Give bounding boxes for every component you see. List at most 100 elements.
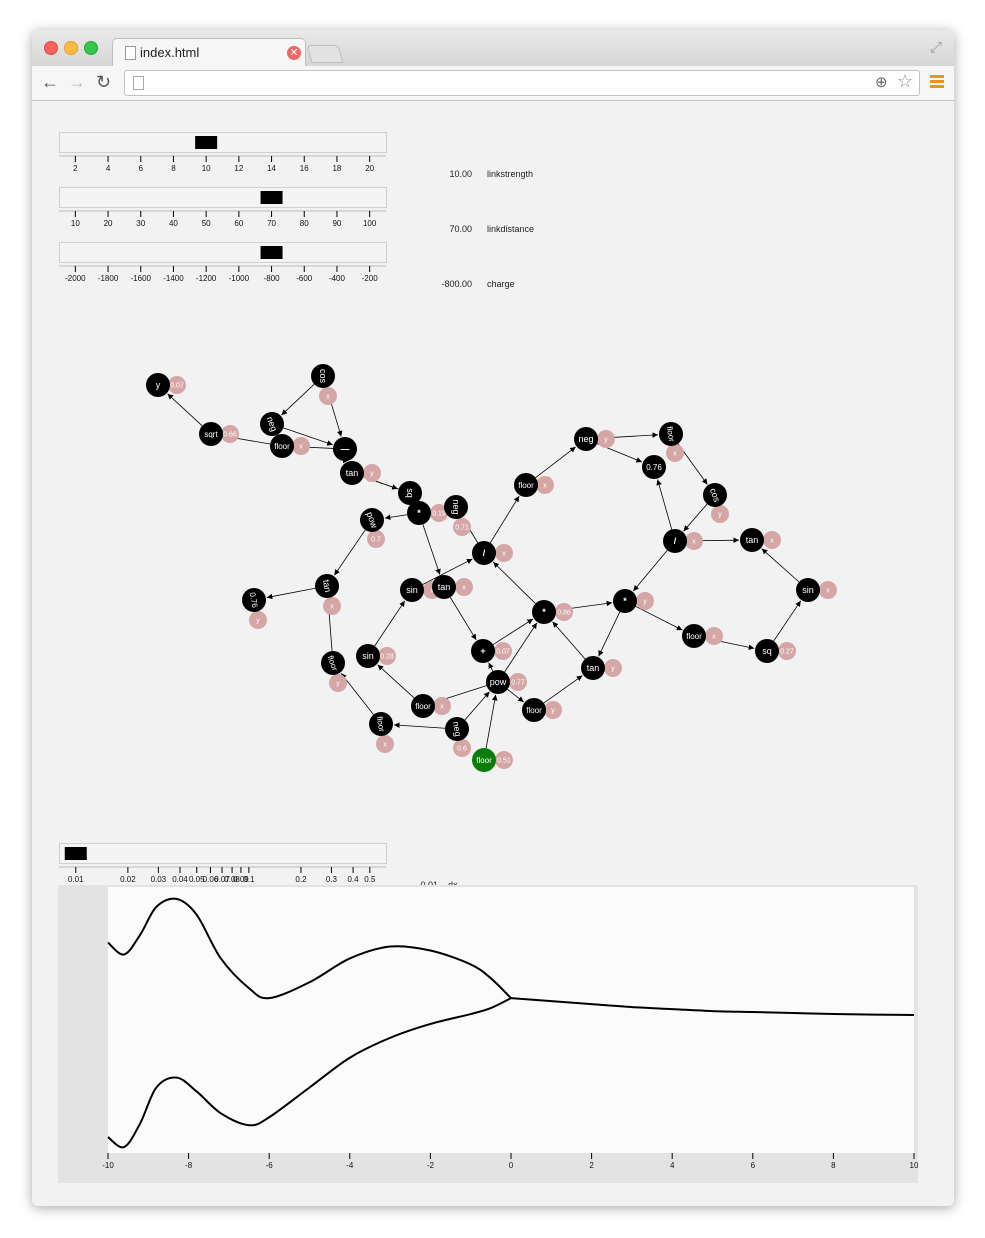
linkstrength-slider-track[interactable] bbox=[59, 132, 387, 153]
leaf-node-circle[interactable] bbox=[430, 504, 448, 522]
operator-node[interactable]: * bbox=[407, 501, 431, 525]
operator-node[interactable]: tan bbox=[315, 574, 339, 598]
leaf-node[interactable]: x bbox=[536, 476, 554, 494]
leaf-node-circle[interactable] bbox=[555, 603, 573, 621]
operator-node[interactable]: sqrt bbox=[199, 422, 223, 446]
operator-node-circle[interactable] bbox=[369, 712, 393, 736]
leaf-node-circle[interactable] bbox=[494, 642, 512, 660]
operator-node-circle[interactable] bbox=[522, 698, 546, 722]
operator-node-circle[interactable] bbox=[486, 670, 510, 694]
operator-node-circle[interactable] bbox=[260, 412, 284, 436]
operator-node[interactable]: 0.76 bbox=[242, 588, 266, 612]
leaf-node[interactable]: x bbox=[292, 437, 310, 455]
leaf-node-circle[interactable] bbox=[778, 642, 796, 660]
operator-node[interactable]: tan bbox=[740, 528, 764, 552]
leaf-node-circle[interactable] bbox=[544, 701, 562, 719]
operator-node[interactable]: floor bbox=[522, 698, 546, 722]
operator-node[interactable]: floor bbox=[369, 712, 393, 736]
operator-node[interactable]: neg bbox=[574, 427, 598, 451]
operator-node[interactable]: neg bbox=[445, 717, 469, 741]
operator-node[interactable]: * bbox=[532, 600, 556, 624]
leaf-node[interactable]: 0.28 bbox=[378, 647, 396, 665]
leaf-node[interactable]: 0.51 bbox=[495, 751, 513, 769]
operator-node-circle[interactable] bbox=[472, 748, 496, 772]
operator-node-circle[interactable] bbox=[199, 422, 223, 446]
operator-node[interactable]: floor bbox=[659, 422, 683, 446]
operator-node-circle[interactable] bbox=[445, 717, 469, 741]
operator-node[interactable]: pow bbox=[360, 508, 384, 532]
operator-node[interactable]: floor bbox=[270, 434, 294, 458]
leaf-node[interactable]: 0.86 bbox=[555, 603, 573, 621]
operator-node[interactable]: tan bbox=[581, 656, 605, 680]
operator-node-circle[interactable] bbox=[514, 473, 538, 497]
operator-node-circle[interactable] bbox=[796, 578, 820, 602]
charge-slider-handle[interactable] bbox=[260, 246, 283, 259]
leaf-node[interactable]: x bbox=[323, 597, 341, 615]
leaf-node[interactable]: x bbox=[455, 578, 473, 596]
leaf-node[interactable]: 0.07 bbox=[494, 642, 512, 660]
leaf-node[interactable]: 0.66 bbox=[221, 425, 239, 443]
dx-slider[interactable]: 0.01 0.02 0.03 0.04 0.050.060.070.080.090.1 0… bbox=[59, 843, 387, 885]
operator-node[interactable]: — bbox=[333, 437, 357, 461]
operator-node[interactable]: floor bbox=[411, 694, 435, 718]
operator-node-circle[interactable] bbox=[472, 541, 496, 565]
operator-node[interactable]: tan bbox=[432, 575, 456, 599]
operator-node[interactable]: floor bbox=[321, 651, 345, 675]
operator-node-circle[interactable] bbox=[340, 461, 364, 485]
linkstrength-slider[interactable]: 2 4 6 8 10 12 14 16 18 20 bbox=[59, 132, 387, 174]
operator-node[interactable]: sq bbox=[398, 481, 422, 505]
operator-node[interactable]: 0.76 bbox=[642, 455, 666, 479]
leaf-node-circle[interactable] bbox=[367, 530, 385, 548]
operator-node-circle[interactable] bbox=[703, 483, 727, 507]
leaf-node-circle[interactable] bbox=[495, 751, 513, 769]
leaf-node[interactable]: y bbox=[329, 674, 347, 692]
leaf-node[interactable]: y bbox=[711, 505, 729, 523]
leaf-node-circle[interactable] bbox=[763, 531, 781, 549]
leaf-node[interactable]: y bbox=[544, 701, 562, 719]
linkdistance-slider[interactable]: 10 20 30 40 50 60 70 80 90 100 bbox=[59, 187, 387, 229]
operator-node-circle[interactable] bbox=[432, 575, 456, 599]
leaf-node-circle[interactable] bbox=[604, 659, 622, 677]
leaf-node[interactable]: x bbox=[666, 444, 684, 462]
operator-node-circle[interactable] bbox=[642, 455, 666, 479]
leaf-node-circle[interactable] bbox=[509, 673, 527, 691]
operator-node-circle[interactable] bbox=[400, 578, 424, 602]
operator-node[interactable]: pow bbox=[486, 670, 510, 694]
leaf-node[interactable]: x bbox=[495, 544, 513, 562]
operator-node-circle[interactable] bbox=[581, 656, 605, 680]
leaf-node-circle[interactable] bbox=[292, 437, 310, 455]
tab-close-icon[interactable]: ✕ bbox=[287, 46, 301, 60]
leaf-node-circle[interactable] bbox=[249, 611, 267, 629]
leaf-node-circle[interactable] bbox=[536, 476, 554, 494]
leaf-node-circle[interactable] bbox=[705, 627, 723, 645]
leaf-node[interactable]: 0.07 bbox=[168, 376, 186, 394]
minimize-window-button[interactable] bbox=[64, 41, 78, 55]
operator-node[interactable]: sin bbox=[796, 578, 820, 602]
leaf-node-circle[interactable] bbox=[685, 532, 703, 550]
leaf-node-circle[interactable] bbox=[221, 425, 239, 443]
operator-node[interactable]: / bbox=[472, 541, 496, 565]
operator-node-circle[interactable] bbox=[398, 481, 422, 505]
leaf-node[interactable]: 0.7 bbox=[367, 530, 385, 548]
operator-node[interactable]: neg bbox=[260, 412, 284, 436]
leaf-node-circle[interactable] bbox=[168, 376, 186, 394]
operator-node-circle[interactable] bbox=[333, 437, 357, 461]
operator-node-circle[interactable] bbox=[613, 589, 637, 613]
operator-node[interactable]: / bbox=[663, 529, 687, 553]
dx-slider-handle[interactable] bbox=[64, 847, 87, 860]
leaf-node-circle[interactable] bbox=[323, 597, 341, 615]
operator-node-circle[interactable] bbox=[407, 501, 431, 525]
operator-node[interactable]: cos bbox=[703, 483, 727, 507]
operator-node-circle[interactable] bbox=[356, 644, 380, 668]
operator-node-circle[interactable] bbox=[321, 651, 345, 675]
leaf-node[interactable]: 0.19 bbox=[430, 504, 448, 522]
leaf-node-circle[interactable] bbox=[636, 592, 654, 610]
operator-node-circle[interactable] bbox=[471, 639, 495, 663]
operator-node-circle[interactable] bbox=[574, 427, 598, 451]
operator-node[interactable]: floor bbox=[682, 624, 706, 648]
charge-slider-track[interactable] bbox=[59, 242, 387, 263]
leaf-node[interactable]: 0.6 bbox=[453, 739, 471, 757]
operator-node[interactable]: sq bbox=[755, 639, 779, 663]
leaf-node[interactable]: x bbox=[685, 532, 703, 550]
leaf-node[interactable]: x bbox=[763, 531, 781, 549]
